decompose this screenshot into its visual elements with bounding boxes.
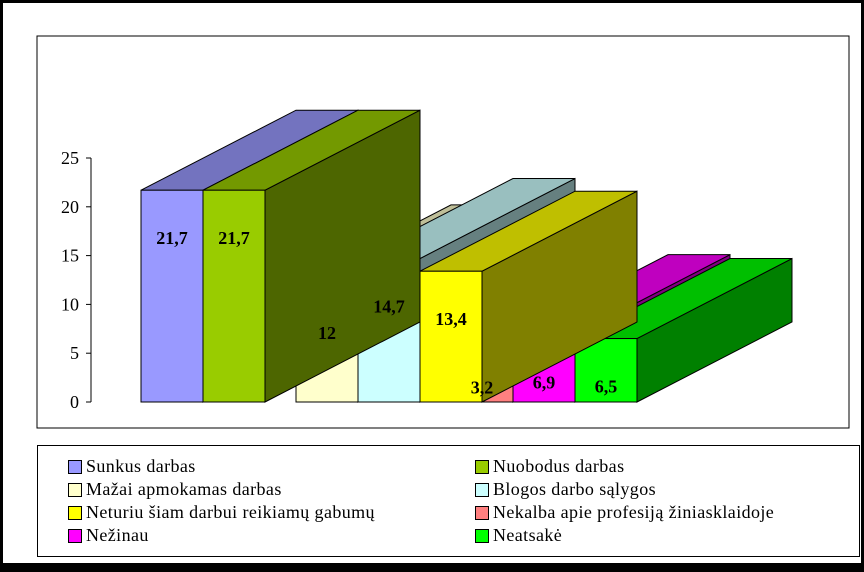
legend-item-mazai-apmokamas-darbas: Mažai apmokamas darbas <box>68 479 282 500</box>
legend-swatch <box>68 482 82 497</box>
data-label: 21,7 <box>218 228 250 248</box>
legend-swatch <box>68 459 82 474</box>
y-tick-label: 15 <box>61 246 79 266</box>
bar-front <box>419 270 483 403</box>
bar-front <box>140 189 204 403</box>
legend-label: Blogos darbo sąlygos <box>493 479 656 499</box>
legend-item-neturiu-gabumu: Neturiu šiam darbui reikiamų gabumų <box>68 502 375 523</box>
data-label: 3,2 <box>471 377 494 397</box>
legend-swatch <box>475 459 489 474</box>
y-tick-label: 5 <box>70 343 79 363</box>
bars <box>140 109 793 403</box>
legend-item-sunkus-darbas: Sunkus darbas <box>68 456 196 477</box>
y-axis: 0 5 10 15 20 25 <box>61 148 92 412</box>
bottom-edge <box>3 563 861 570</box>
y-tick-label: 20 <box>61 197 79 217</box>
legend-item-nezinau: Nežinau <box>68 525 149 546</box>
bar <box>419 190 638 403</box>
legend: Sunkus darbas Nuobodus darbas Mažai apmo… <box>37 445 860 557</box>
legend-swatch <box>68 528 82 543</box>
y-tick-label: 25 <box>61 148 79 168</box>
legend-label: Neturiu šiam darbui reikiamų gabumų <box>86 502 375 522</box>
legend-label: Nežinau <box>86 525 149 545</box>
data-labels: 3,2 6,9 6,5 12 14,7 13,4 21,7 21,7 <box>156 228 617 397</box>
data-label: 14,7 <box>373 297 405 317</box>
legend-swatch <box>475 505 489 520</box>
y-tick-label: 0 <box>70 392 79 412</box>
data-label: 13,4 <box>435 309 467 329</box>
bar <box>202 109 421 403</box>
data-label: 21,7 <box>156 228 188 248</box>
legend-label: Nuobodus darbas <box>493 456 625 476</box>
legend-swatch <box>68 505 82 520</box>
legend-item-neatsake: Neatsakė <box>475 525 562 546</box>
bar-front <box>202 189 266 403</box>
legend-label: Sunkus darbas <box>86 456 196 476</box>
legend-label: Neatsakė <box>493 525 563 545</box>
bar-front <box>574 338 638 403</box>
legend-item-nuobodus-darbas: Nuobodus darbas <box>475 456 624 477</box>
legend-swatch <box>475 528 489 543</box>
data-label: 6,9 <box>533 373 556 393</box>
data-label: 12 <box>318 323 336 343</box>
legend-label: Mažai apmokamas darbas <box>86 479 282 499</box>
legend-item-nekalba-apie-profesija: Nekalba apie profesiją žiniasklaidoje <box>475 502 774 523</box>
legend-item-blogos-darbo-salygos: Blogos darbo sąlygos <box>475 479 656 500</box>
legend-swatch <box>475 482 489 497</box>
legend-label: Nekalba apie profesiją žiniasklaidoje <box>493 502 775 522</box>
y-tick-label: 10 <box>61 294 79 314</box>
data-label: 6,5 <box>595 377 618 397</box>
